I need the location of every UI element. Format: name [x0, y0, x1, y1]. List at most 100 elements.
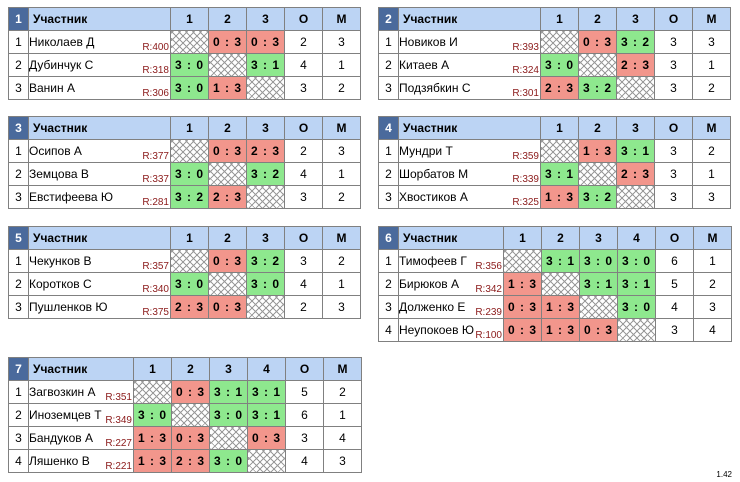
opponent-column-header: 2 [208, 116, 247, 140]
player-cell[interactable]: Дубинчук С R:318 [28, 53, 171, 77]
player-place: 2 [322, 76, 361, 100]
participant-header: Участник [28, 116, 171, 140]
player-rating: R:221 [105, 461, 132, 472]
player-cell[interactable]: Земцова В R:337 [28, 162, 171, 186]
player-cell[interactable]: Евстифеева Ю R:281 [28, 185, 171, 209]
player-number: 1 [378, 30, 399, 54]
opponent-column-header: 1 [170, 116, 209, 140]
place-header: М [692, 7, 731, 31]
opponent-column-header: 1 [133, 357, 172, 381]
match-score: 0 : 3 [246, 30, 285, 54]
player-name: Осипов А [29, 144, 82, 158]
opponent-column-header: 2 [578, 7, 617, 31]
player-cell[interactable]: Николаев Д R:400 [28, 30, 171, 54]
match-score: 1 : 3 [541, 295, 580, 319]
player-number: 1 [8, 139, 29, 163]
match-score: 0 : 3 [579, 318, 618, 342]
player-points: 5 [655, 272, 694, 296]
player-place: 1 [322, 272, 361, 296]
match-score: 3 : 2 [170, 185, 209, 209]
player-points: 3 [654, 53, 693, 77]
player-rating: R:306 [142, 88, 169, 99]
player-number: 1 [8, 30, 29, 54]
player-points: 4 [284, 272, 323, 296]
player-cell[interactable]: Шорбатов М R:339 [398, 162, 541, 186]
player-name: Бандуков А [29, 431, 93, 445]
player-cell[interactable]: Неупокоев Ю R:100 [398, 318, 504, 342]
player-cell[interactable]: Чекунков В R:357 [28, 249, 171, 273]
place-header: М [692, 116, 731, 140]
player-rating: R:337 [142, 174, 169, 185]
player-cell[interactable]: Коротков С R:340 [28, 272, 171, 296]
player-cell[interactable]: Иноземцев Т R:349 [28, 403, 134, 427]
player-points: 3 [284, 76, 323, 100]
points-header: О [654, 7, 693, 31]
group-number: 4 [378, 116, 399, 140]
player-name: Пушленков Ю [29, 300, 108, 314]
player-points: 3 [654, 30, 693, 54]
self-match-cell [578, 162, 617, 186]
player-cell[interactable]: Ванин А R:306 [28, 76, 171, 100]
match-score: 3 : 2 [578, 76, 617, 100]
player-cell[interactable]: Бирюков А R:342 [398, 272, 504, 296]
player-cell[interactable]: Осипов А R:377 [28, 139, 171, 163]
opponent-column-header: 1 [170, 7, 209, 31]
opponent-column-header: 3 [579, 226, 618, 250]
player-cell[interactable]: Китаев А R:324 [398, 53, 541, 77]
place-header: М [322, 116, 361, 140]
match-score: 3 : 0 [133, 403, 172, 427]
opponent-column-header: 1 [503, 226, 542, 250]
player-place: 3 [692, 185, 731, 209]
player-rating: R:349 [105, 415, 132, 426]
match-score: 1 : 3 [208, 76, 247, 100]
player-cell[interactable]: Долженко Е R:239 [398, 295, 504, 319]
player-place: 3 [692, 30, 731, 54]
player-rating: R:342 [475, 284, 502, 295]
player-name: Шорбатов М [399, 167, 469, 181]
player-name: Загвозкин А [29, 385, 96, 399]
player-cell[interactable]: Ляшенко В R:221 [28, 449, 134, 473]
player-points: 3 [654, 185, 693, 209]
player-cell[interactable]: Хвостиков А R:325 [398, 185, 541, 209]
points-header: О [284, 7, 323, 31]
player-rating: R:375 [142, 307, 169, 318]
opponent-column-header: 3 [209, 357, 248, 381]
player-rating: R:227 [105, 438, 132, 449]
player-cell[interactable]: Пушленков Ю R:375 [28, 295, 171, 319]
player-place: 1 [692, 53, 731, 77]
player-points: 3 [654, 139, 693, 163]
group-number: 5 [8, 226, 29, 250]
self-match-cell [246, 185, 285, 209]
player-cell[interactable]: Мундри Т R:359 [398, 139, 541, 163]
group-number: 7 [8, 357, 29, 381]
opponent-column-header: 2 [578, 116, 617, 140]
points-header: О [654, 116, 693, 140]
opponent-column-header: 3 [246, 116, 285, 140]
player-cell[interactable]: Бандуков А R:227 [28, 426, 134, 450]
player-cell[interactable]: Загвозкин А R:351 [28, 380, 134, 404]
match-score: 3 : 0 [170, 272, 209, 296]
player-cell[interactable]: Новиков И R:393 [398, 30, 541, 54]
group-header-row: 5 Участник 1 2 3 О М [8, 226, 361, 250]
player-cell[interactable]: Подзябкин С R:301 [398, 76, 541, 100]
self-match-cell [133, 380, 172, 404]
player-number: 1 [8, 249, 29, 273]
match-score: 3 : 0 [246, 272, 285, 296]
player-points: 4 [285, 449, 324, 473]
player-number: 3 [378, 185, 399, 209]
player-points: 4 [284, 53, 323, 77]
player-cell[interactable]: Тимофеев Г R:356 [398, 249, 504, 273]
player-rating: R:325 [512, 197, 539, 208]
player-rating: R:393 [512, 42, 539, 53]
player-place: 1 [692, 162, 731, 186]
